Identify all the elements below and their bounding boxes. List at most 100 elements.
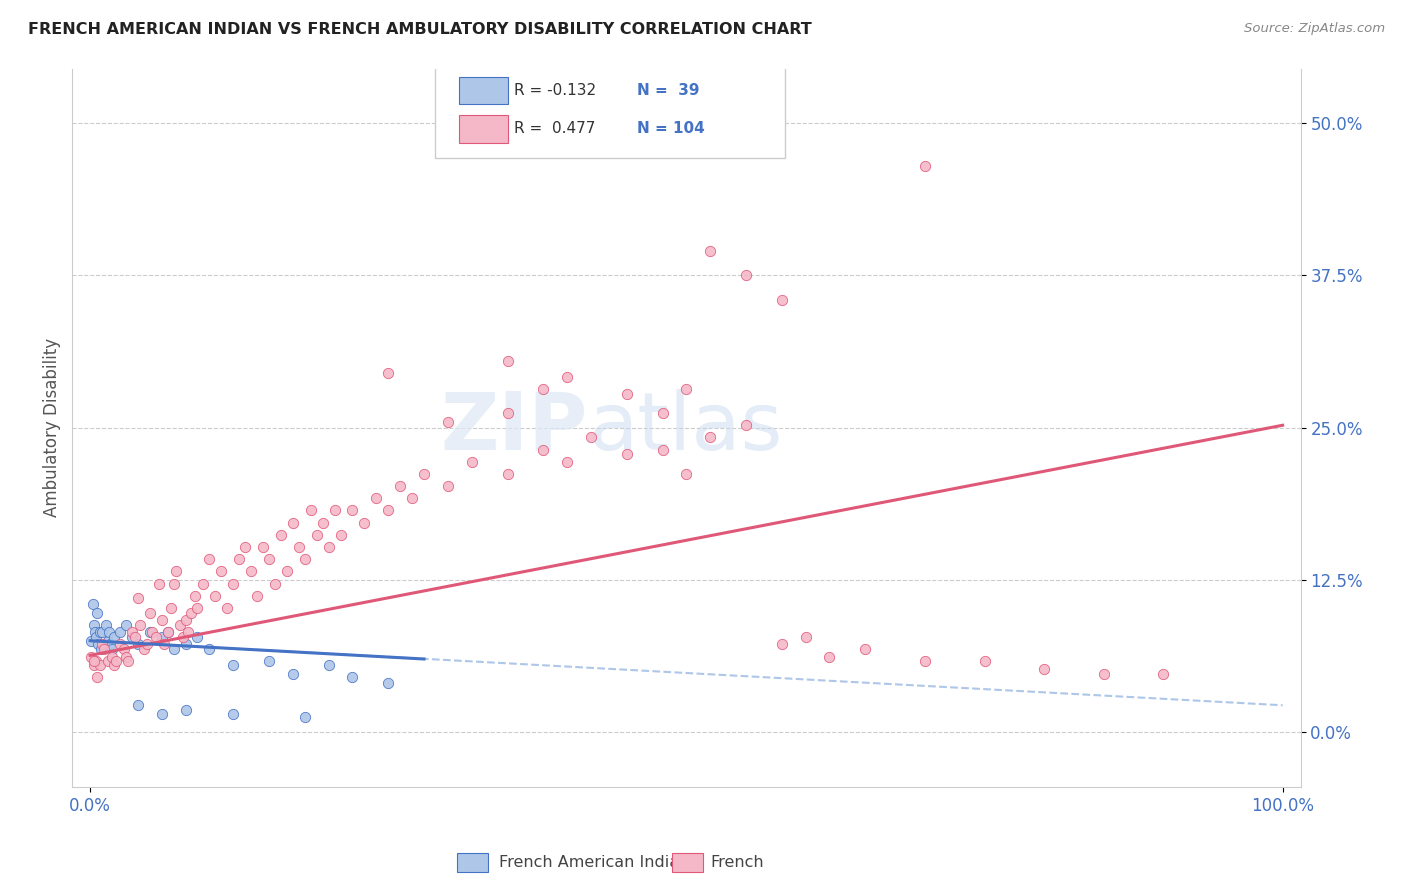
Point bbox=[496, 467, 519, 481]
Point bbox=[401, 491, 423, 506]
Point bbox=[1092, 666, 1115, 681]
Point bbox=[222, 658, 245, 673]
Point bbox=[204, 589, 226, 603]
Point bbox=[112, 642, 135, 657]
Point bbox=[735, 418, 758, 433]
Y-axis label: Ambulatory Disability: Ambulatory Disability bbox=[44, 338, 60, 517]
Point bbox=[311, 516, 333, 530]
Point bbox=[193, 576, 215, 591]
Point bbox=[169, 618, 191, 632]
Point bbox=[162, 642, 184, 657]
Point bbox=[770, 293, 793, 307]
Point bbox=[108, 625, 131, 640]
Point bbox=[174, 637, 197, 651]
Point bbox=[675, 382, 697, 396]
Point bbox=[288, 540, 311, 554]
Point bbox=[818, 649, 841, 664]
Point bbox=[914, 655, 936, 669]
Point bbox=[127, 698, 149, 713]
Point bbox=[89, 625, 111, 640]
Point bbox=[156, 625, 179, 640]
Point bbox=[174, 613, 197, 627]
Point bbox=[80, 633, 103, 648]
Point bbox=[651, 406, 673, 420]
Point bbox=[97, 655, 120, 669]
FancyBboxPatch shape bbox=[460, 115, 509, 143]
Point bbox=[83, 655, 105, 669]
Point bbox=[366, 491, 388, 506]
Text: ZIP: ZIP bbox=[441, 389, 588, 467]
Point bbox=[86, 670, 108, 684]
Point bbox=[699, 244, 721, 259]
Point bbox=[616, 447, 638, 461]
Point bbox=[294, 552, 316, 566]
Point bbox=[136, 637, 159, 651]
Point bbox=[186, 600, 208, 615]
Point bbox=[222, 706, 245, 721]
Point bbox=[184, 589, 207, 603]
Point bbox=[198, 552, 221, 566]
Point bbox=[1033, 662, 1056, 676]
Point bbox=[94, 618, 117, 632]
Point bbox=[1152, 666, 1174, 681]
Point bbox=[973, 655, 995, 669]
Point bbox=[103, 630, 125, 644]
Point bbox=[342, 670, 364, 684]
Point bbox=[914, 159, 936, 173]
Point bbox=[148, 576, 170, 591]
Point bbox=[105, 655, 128, 669]
Point bbox=[329, 528, 352, 542]
Point bbox=[141, 625, 163, 640]
Point bbox=[281, 666, 304, 681]
Point bbox=[165, 565, 187, 579]
Point bbox=[496, 406, 519, 420]
Point bbox=[675, 467, 697, 481]
Point bbox=[323, 503, 346, 517]
Point bbox=[252, 540, 274, 554]
Point bbox=[162, 576, 184, 591]
Point bbox=[129, 618, 152, 632]
Text: N =  39: N = 39 bbox=[637, 83, 700, 98]
Point bbox=[180, 606, 202, 620]
Text: FRENCH AMERICAN INDIAN VS FRENCH AMBULATORY DISABILITY CORRELATION CHART: FRENCH AMERICAN INDIAN VS FRENCH AMBULAT… bbox=[28, 22, 811, 37]
Text: French: French bbox=[710, 855, 763, 870]
Point bbox=[86, 606, 108, 620]
Point bbox=[115, 618, 138, 632]
Text: R = -0.132: R = -0.132 bbox=[515, 83, 596, 98]
Point bbox=[156, 625, 179, 640]
Point bbox=[198, 642, 221, 657]
Text: Source: ZipAtlas.com: Source: ZipAtlas.com bbox=[1244, 22, 1385, 36]
Point bbox=[83, 658, 105, 673]
Point bbox=[794, 630, 817, 644]
Point bbox=[270, 528, 292, 542]
Point bbox=[150, 706, 173, 721]
FancyBboxPatch shape bbox=[434, 62, 785, 158]
Point bbox=[437, 415, 460, 429]
Point bbox=[377, 676, 399, 690]
Point bbox=[89, 658, 111, 673]
Point bbox=[377, 366, 399, 380]
Point bbox=[186, 630, 208, 644]
Point bbox=[80, 649, 103, 664]
Point bbox=[246, 589, 269, 603]
Point bbox=[294, 710, 316, 724]
Point bbox=[103, 658, 125, 673]
Point bbox=[87, 637, 110, 651]
Point bbox=[83, 618, 105, 632]
Point bbox=[82, 597, 104, 611]
Point bbox=[257, 552, 280, 566]
Point bbox=[257, 655, 280, 669]
Point bbox=[100, 642, 122, 657]
Point bbox=[735, 268, 758, 283]
Point bbox=[83, 625, 105, 640]
Point bbox=[318, 658, 340, 673]
Point bbox=[233, 540, 256, 554]
Point bbox=[93, 637, 115, 651]
Point bbox=[531, 382, 554, 396]
Point bbox=[651, 442, 673, 457]
Point bbox=[115, 649, 138, 664]
Point bbox=[217, 600, 239, 615]
Point bbox=[177, 625, 200, 640]
Point bbox=[121, 630, 143, 644]
Point bbox=[496, 353, 519, 368]
